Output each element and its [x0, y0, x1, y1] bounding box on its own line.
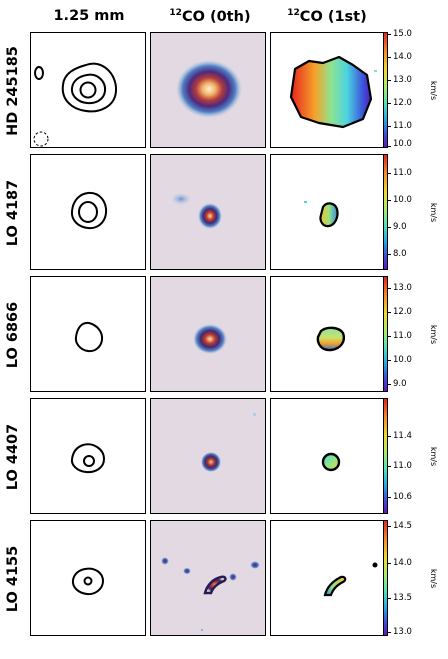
- cbar-tick: [388, 227, 391, 228]
- co-moment0-panel-lo4407: [150, 398, 266, 514]
- row-label-lo4407: LO 4407: [5, 423, 21, 491]
- cbar-tick-label: 12.0: [393, 98, 412, 108]
- cbar-tick: [388, 103, 391, 104]
- cbar-tick-label: 12.0: [393, 307, 412, 317]
- cbar-tick: [388, 336, 391, 337]
- co-moment1-panel-lo6866: [270, 276, 386, 392]
- cbar-tick: [388, 146, 391, 147]
- co-moment1-panel-lo4187: [270, 154, 386, 270]
- colorbar-unit-label: km/s: [429, 446, 439, 466]
- cbar-tick: [388, 360, 391, 361]
- co-isotope-superscript: 12: [287, 8, 300, 18]
- cbar-tick: [388, 384, 391, 385]
- co-moment0-panel-hd245185: [150, 32, 266, 148]
- cbar-tick-label: 10.0: [393, 139, 412, 149]
- co-moment1-panel-hd245185: [270, 32, 386, 148]
- cbar-tick: [388, 312, 391, 313]
- cbar-tick-label: 10.6: [393, 492, 412, 502]
- cbar-tick: [388, 288, 391, 289]
- cbar-tick-label: 11.0: [393, 168, 412, 178]
- cbar-tick: [388, 466, 391, 467]
- co-moment1-panel-lo4155: [270, 520, 386, 636]
- cbar-tick: [388, 57, 391, 58]
- row-label-lo4155: LO 4155: [5, 545, 21, 613]
- cbar-tick-label: 9.0: [393, 379, 407, 389]
- cbar-tick-label: 14.0: [393, 558, 412, 568]
- cbar-tick: [388, 563, 391, 564]
- colorbar-unit-label: km/s: [429, 568, 439, 588]
- cbar-tick-label: 11.4: [393, 431, 412, 441]
- cbar-tick: [388, 126, 391, 127]
- continuum-panel-lo4187: [30, 154, 146, 270]
- cbar-tick-label: 8.0: [393, 249, 407, 259]
- co-moment0-panel-lo4155: [150, 520, 266, 636]
- cbar-tick: [388, 497, 391, 498]
- continuum-panel-lo6866: [30, 276, 146, 392]
- cbar-tick: [388, 526, 391, 527]
- cbar-tick-label: 13.0: [393, 627, 412, 637]
- colorbar-lo4407: [383, 398, 388, 514]
- co-moment0-panel-lo6866: [150, 276, 266, 392]
- cbar-tick-label: 11.0: [393, 461, 412, 471]
- cbar-tick-label: 13.0: [393, 283, 412, 293]
- cbar-tick: [388, 200, 391, 201]
- co-isotope-superscript: 12: [169, 8, 182, 18]
- column-title-co-moment0: 12CO (0th): [151, 8, 269, 25]
- cbar-tick: [388, 598, 391, 599]
- cbar-tick-label: 13.0: [393, 75, 412, 85]
- cbar-tick-label: 11.0: [393, 121, 412, 131]
- cbar-tick-label: 9.0: [393, 222, 407, 232]
- cbar-tick-label: 14.5: [393, 521, 412, 531]
- cbar-tick: [388, 632, 391, 633]
- colorbar-lo4187: [383, 154, 388, 270]
- cbar-tick: [388, 34, 391, 35]
- co-moment0-panel-lo4187: [150, 154, 266, 270]
- column-title-continuum: 1.25 mm: [53, 8, 125, 24]
- column-title-co-moment1: 12CO (1st): [268, 8, 386, 25]
- co-moment1-panel-lo4407: [270, 398, 386, 514]
- cbar-tick: [388, 173, 391, 174]
- cbar-tick: [388, 254, 391, 255]
- colorbar-unit-label: km/s: [429, 80, 439, 100]
- colorbar-lo4155: [383, 520, 388, 636]
- colorbar-lo6866: [383, 276, 388, 392]
- continuum-panel-hd245185: [30, 32, 146, 148]
- colorbar-unit-label: km/s: [429, 202, 439, 222]
- cbar-tick: [388, 436, 391, 437]
- continuum-panel-lo4407: [30, 398, 146, 514]
- cbar-tick-label: 13.5: [393, 593, 412, 603]
- cbar-tick-label: 10.0: [393, 195, 412, 205]
- continuum-panel-lo4155: [30, 520, 146, 636]
- cbar-tick-label: 14.0: [393, 52, 412, 62]
- cbar-tick-label: 11.0: [393, 331, 412, 341]
- row-label-lo4187: LO 4187: [5, 179, 21, 247]
- cbar-tick: [388, 80, 391, 81]
- colorbar-unit-label: km/s: [429, 324, 439, 344]
- co-moment0-label: CO (0th): [181, 8, 251, 25]
- co-moment1-label: CO (1st): [299, 8, 367, 25]
- row-label-lo6866: LO 6866: [5, 301, 21, 369]
- row-label-hd245185: HD 245185: [5, 46, 22, 136]
- cbar-tick-label: 15.0: [393, 29, 412, 39]
- colorbar-hd245185: [383, 32, 388, 148]
- cbar-tick-label: 10.0: [393, 355, 412, 365]
